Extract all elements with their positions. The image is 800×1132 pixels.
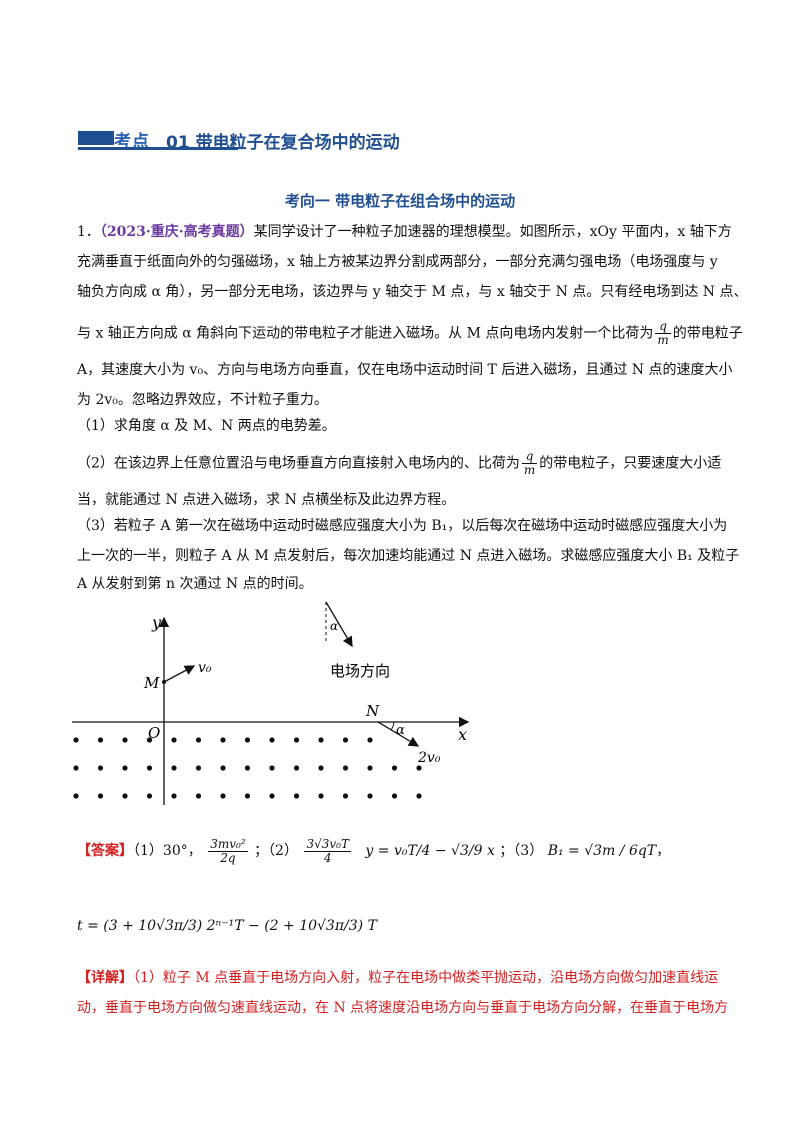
- field-dot: [122, 765, 128, 771]
- section-title-text: 带电粒子在复合场中的运动: [195, 133, 400, 153]
- field-dot: [97, 765, 104, 771]
- answer-time-equation: t = (3 + 10√3π/3) 2ⁿ⁻¹T − (2 + 10√3π/3) …: [77, 918, 377, 934]
- field-dot: [244, 737, 251, 743]
- detail-line-1: 【详解】（1）粒子 M 点垂直于电场方向入射，粒子在电场中做类平抛运动，沿电场方…: [77, 970, 719, 986]
- v0-label: v₀: [198, 660, 212, 676]
- section-title: 01 带电粒子在复合场中的运动: [166, 128, 400, 153]
- field-dot: [195, 737, 202, 743]
- field-dot: [269, 793, 275, 799]
- field-dot: [146, 793, 153, 799]
- field-dot: [416, 793, 422, 799]
- question-line-4: 与 x 轴正方向成 α 角斜向下运动的带电粒子才能进入磁场。从 M 点向电场内发…: [77, 319, 743, 347]
- alpha-label-field: α: [330, 619, 338, 633]
- question-line-2: 充满垂直于纸面向外的匀强磁场，x 轴上方被某边界分割成两部分，一部分充满匀强电场…: [77, 254, 718, 270]
- x-axis-label: x: [458, 725, 467, 744]
- field-dot: [73, 765, 79, 771]
- question-line-6: 为 2v₀。忽略边界效应，不计粒子重力。: [77, 392, 328, 408]
- field-dot: [367, 765, 373, 771]
- point-m-label: M: [143, 674, 160, 692]
- field-dot: [391, 793, 398, 799]
- alpha-arc-n: [390, 721, 395, 731]
- field-dot: [416, 765, 422, 771]
- field-direction-label: 电场方向: [330, 662, 390, 680]
- question-number: 1．: [77, 224, 100, 240]
- field-dot: [171, 765, 177, 771]
- point-n-label: N: [365, 702, 380, 720]
- question-part-3-end: A 从发射到第 n 次通过 N 点的时间。: [77, 576, 313, 592]
- header-accent-block: [78, 131, 114, 145]
- field-dot: [195, 793, 202, 799]
- header-underline: [78, 147, 238, 150]
- field-dot: [73, 793, 79, 799]
- field-dot: [171, 737, 177, 743]
- detail-tag: 【详解】: [77, 970, 133, 986]
- subsection-title: 考向一 带电粒子在组合场中的运动: [284, 192, 516, 210]
- field-dot: [342, 793, 349, 799]
- field-dot: [171, 793, 177, 799]
- magnetic-field-dots: [73, 737, 422, 799]
- field-dot: [269, 765, 275, 771]
- field-dot: [391, 765, 398, 771]
- field-dot: [367, 737, 373, 743]
- question-line-1: 1．（2023·重庆·高考真题）某同学设计了一种粒子加速器的理想模型。如图所示，…: [77, 224, 732, 240]
- field-dot: [220, 793, 226, 799]
- field-dot: [97, 737, 104, 743]
- field-dot: [122, 793, 128, 799]
- field-dot: [146, 737, 153, 743]
- physics-diagram: y x O M v₀ N α 2v₀ α 电场方向: [72, 601, 470, 805]
- question-part-3: （3）若粒子 A 第一次在磁场中运动时磁感应强度大小为 B₁，以后每次在磁场中运…: [77, 518, 728, 534]
- answer-frac-1: 3mv₀² 2q: [208, 836, 248, 865]
- field-dot: [342, 737, 349, 743]
- v2-label: 2v₀: [417, 750, 441, 766]
- y-axis-label: y: [151, 613, 162, 632]
- field-dot: [342, 765, 349, 771]
- answer-tag: 【答案】: [77, 843, 133, 859]
- field-dot: [318, 737, 324, 743]
- field-direction-arrow: [325, 601, 353, 648]
- field-dot: [146, 765, 153, 771]
- field-dot: [293, 737, 300, 743]
- question-part-3-cont: 上一次的一半，则粒子 A 从 M 点发射后，每次加速均能通过 N 点进入磁场。求…: [77, 548, 740, 564]
- answer-row: 【答案】（1）30°， 3mv₀² 2q ；（2） 3√3v₀T 4 y = v₀T…: [77, 836, 671, 865]
- field-dot: [195, 765, 202, 771]
- field-dot: [318, 793, 324, 799]
- field-dot: [122, 737, 128, 743]
- question-part-2: （2）在该边界上任意位置沿与电场垂直方向直接射入电场内的、比荷为 q m 的带电粒子，…: [77, 449, 722, 477]
- question-part-2-cont: 当，就能通过 N 点进入磁场，求 N 点横坐标及此边界方程。: [77, 492, 456, 508]
- origin-label: O: [148, 724, 160, 742]
- field-dot: [244, 793, 251, 799]
- answer-boundary-equation: y = v₀T/4 − √3/9 x: [365, 843, 495, 859]
- question-source: （2023·重庆·高考真题）: [99, 224, 254, 240]
- section-header-bar: 考点: [78, 131, 238, 152]
- detail-line-2: 动，垂直于电场方向做匀速直线运动，在 N 点将速度沿电场方向与垂直于电场方向分解…: [77, 1000, 729, 1016]
- field-dot: [293, 793, 300, 799]
- field-dot: [269, 737, 275, 743]
- question-line-5: A，其速度大小为 v₀、方向与电场方向垂直，仅在电场中运动时间 T 后进入磁场，…: [77, 362, 733, 378]
- question-line-3: 轴负方向成 α 角），另一部分无电场，该边界与 y 轴交于 M 点，与 x 轴交…: [77, 284, 748, 300]
- velocity-2v0-arrow: [377, 721, 420, 747]
- field-dot: [220, 737, 226, 743]
- field-dot: [244, 765, 251, 771]
- field-dot: [318, 765, 324, 771]
- answer-frac-2: 3√3v₀T 4: [304, 836, 351, 865]
- v0-arrow: [163, 665, 196, 683]
- answer-b1-equation: B₁ = √3m / 6qT: [547, 843, 657, 859]
- field-dot: [293, 765, 300, 771]
- section-number: 01: [166, 133, 190, 153]
- question-part-1: （1）求角度 α 及 M、N 两点的电势差。: [77, 418, 336, 434]
- field-dot: [220, 765, 226, 771]
- field-dot: [367, 793, 373, 799]
- field-dot: [73, 737, 79, 743]
- alpha-label-n: α: [396, 723, 405, 738]
- field-dot: [97, 793, 104, 799]
